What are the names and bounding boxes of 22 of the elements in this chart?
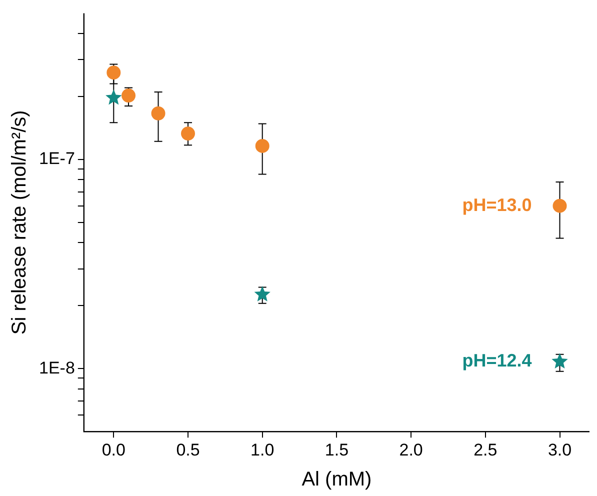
point [552, 198, 567, 213]
x-axis-title: Al (mM) [302, 468, 372, 491]
point [122, 88, 136, 103]
point [106, 89, 122, 105]
point [552, 353, 568, 369]
y-tick-label: 1E-7 [38, 149, 75, 168]
y-tick-label: 1E-8 [38, 358, 75, 378]
point [151, 106, 166, 120]
series-label: pH=13.0 [462, 194, 532, 215]
x-tick-label: 1.0 [250, 440, 274, 460]
y-axis-title: Si release rate (mol/m²/s) [8, 110, 31, 335]
point [106, 66, 121, 80]
x-tick-label: 1.5 [324, 440, 349, 460]
x-tick-label: 3.0 [548, 440, 572, 460]
x-tick-label: 2.5 [474, 440, 498, 460]
x-tick-label: 0.5 [176, 440, 200, 460]
x-tick-label: 0.0 [102, 440, 126, 460]
series-label: pH=12.4 [462, 350, 532, 371]
point [254, 286, 270, 302]
point [255, 138, 270, 153]
x-tick-label: 2.0 [399, 440, 423, 460]
point [181, 126, 195, 141]
